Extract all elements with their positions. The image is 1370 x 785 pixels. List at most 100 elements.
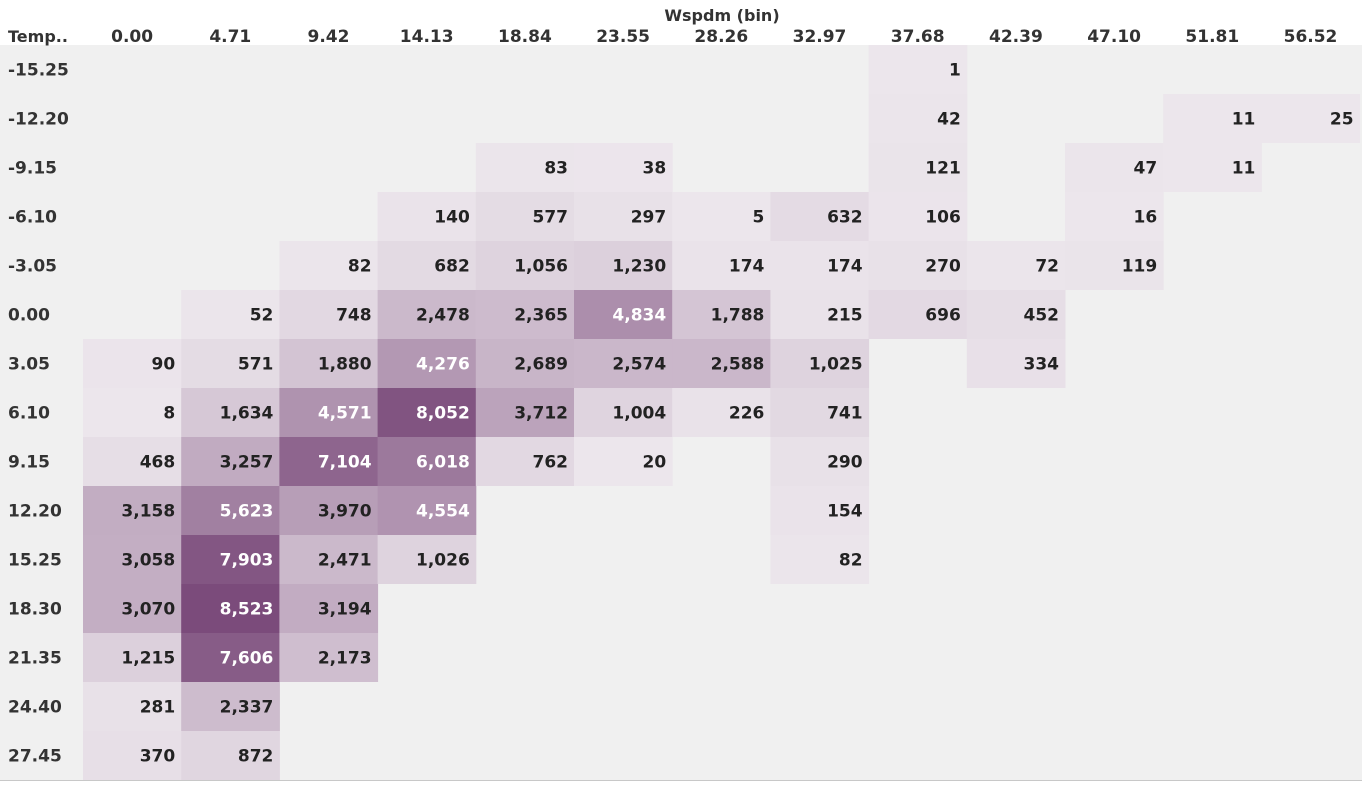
heatmap-cell: [83, 437, 182, 486]
cell-value-label: 52: [250, 306, 274, 326]
cell-value-label: 154: [827, 502, 863, 522]
cell-value-label: 5: [753, 208, 765, 228]
heatmap-cell: [1065, 192, 1164, 241]
heatmap-cell: [181, 437, 280, 486]
heatmap-cell: [83, 633, 182, 682]
heatmap-cell: [377, 290, 477, 339]
cell-value-label: 2,588: [711, 355, 765, 375]
heatmap-cell: [966, 241, 1066, 290]
cell-value-label: 2,337: [220, 698, 274, 718]
cell-value-label: 11: [1232, 110, 1256, 130]
heatmap-cell: [279, 339, 379, 388]
cell-value-label: 83: [544, 159, 568, 179]
heatmap-cell: [770, 339, 870, 388]
x-axis-title: Wspdm (bin): [664, 6, 779, 25]
x-tick-label: 23.55: [596, 27, 650, 47]
heatmap-cell: [868, 94, 968, 143]
cell-value-label: 4,276: [416, 355, 470, 375]
heatmap-cell: [181, 339, 280, 388]
cell-value-label: 2,689: [514, 355, 568, 375]
cell-value-label: 106: [925, 208, 961, 228]
heatmap-cell: [83, 731, 182, 780]
cell-value-label: 4,571: [318, 404, 372, 424]
heatmap-cell: [574, 290, 673, 339]
cell-value-label: 16: [1134, 208, 1158, 228]
cell-value-label: 1: [949, 61, 961, 81]
cell-value-label: 270: [925, 257, 961, 277]
y-axis-title: Temp..: [8, 27, 68, 46]
heatmap-cell: [672, 388, 771, 437]
cell-value-label: 3,194: [318, 600, 372, 620]
y-tick-label: -3.05: [8, 257, 57, 277]
cell-value-label: 2,478: [416, 306, 470, 326]
cell-value-label: 1,004: [612, 404, 666, 424]
heatmap-cell: [279, 437, 379, 486]
cell-value-label: 20: [643, 453, 667, 473]
heatmap-cell: [377, 192, 477, 241]
heatmap-cell: [1163, 94, 1262, 143]
x-tick-label: 4.71: [209, 27, 251, 47]
heatmap-cell: [475, 388, 575, 437]
cell-value-label: 25: [1330, 110, 1354, 130]
heatmap-cell: [574, 339, 673, 388]
cell-value-label: 762: [533, 453, 569, 473]
cell-value-label: 577: [533, 208, 569, 228]
heatmap-cell: [181, 731, 280, 780]
cell-value-label: 2,574: [612, 355, 666, 375]
heatmap-cell: [672, 241, 771, 290]
cell-value-label: 872: [238, 747, 274, 767]
x-tick-label: 37.68: [891, 27, 945, 47]
cell-value-label: 6,018: [416, 453, 470, 473]
heatmap-cell: [279, 290, 379, 339]
heatmap-cell: [574, 241, 673, 290]
x-tick-label: 14.13: [400, 27, 454, 47]
heatmap-cell: [83, 486, 182, 535]
cell-value-label: 42: [937, 110, 961, 130]
cell-value-label: 1,880: [318, 355, 372, 375]
cell-value-label: 741: [827, 404, 863, 424]
cell-value-label: 1,230: [612, 257, 666, 277]
cell-value-label: 5,623: [220, 502, 274, 522]
x-tick-label: 32.97: [793, 27, 847, 47]
heatmap-cell: [181, 535, 280, 584]
heatmap-cell: [672, 290, 771, 339]
y-tick-label: -9.15: [8, 159, 57, 179]
heatmap-cell: [1261, 94, 1361, 143]
cell-value-label: 121: [925, 159, 961, 179]
heatmap-cell: [868, 241, 968, 290]
cell-value-label: 4,834: [612, 306, 666, 326]
heatmap-cell: [574, 143, 673, 192]
cell-value-label: 281: [140, 698, 176, 718]
cell-value-label: 174: [827, 257, 863, 277]
heatmap-cell: [279, 486, 379, 535]
cell-value-label: 748: [336, 306, 372, 326]
heatmap-cell: [770, 290, 870, 339]
cell-value-label: 2,471: [318, 551, 372, 571]
y-tick-label: 3.05: [8, 355, 50, 375]
cell-value-label: 297: [631, 208, 667, 228]
heatmap-cell: [966, 339, 1066, 388]
cell-value-label: 3,970: [318, 502, 372, 522]
cell-value-label: 1,025: [809, 355, 863, 375]
x-tick-label: 42.39: [989, 27, 1043, 47]
x-tick-label: 47.10: [1087, 27, 1141, 47]
heatmap-cell: [83, 682, 182, 731]
y-tick-label: -12.20: [8, 110, 69, 130]
cell-value-label: 1,788: [711, 306, 765, 326]
heatmap-cell: [574, 388, 673, 437]
cell-value-label: 571: [238, 355, 274, 375]
cell-value-label: 1,215: [121, 649, 175, 669]
y-tick-label: -15.25: [8, 61, 69, 81]
y-tick-label: 12.20: [8, 502, 62, 522]
heatmap-cell: [966, 290, 1066, 339]
cell-value-label: 3,070: [121, 600, 175, 620]
y-tick-label: 15.25: [8, 551, 62, 571]
heatmap-cell: [377, 339, 477, 388]
cell-value-label: 226: [729, 404, 765, 424]
cell-value-label: 11: [1232, 159, 1256, 179]
heatmap-cell: [83, 388, 182, 437]
heatmap-cell: [181, 633, 280, 682]
heatmap-cell: [770, 535, 870, 584]
